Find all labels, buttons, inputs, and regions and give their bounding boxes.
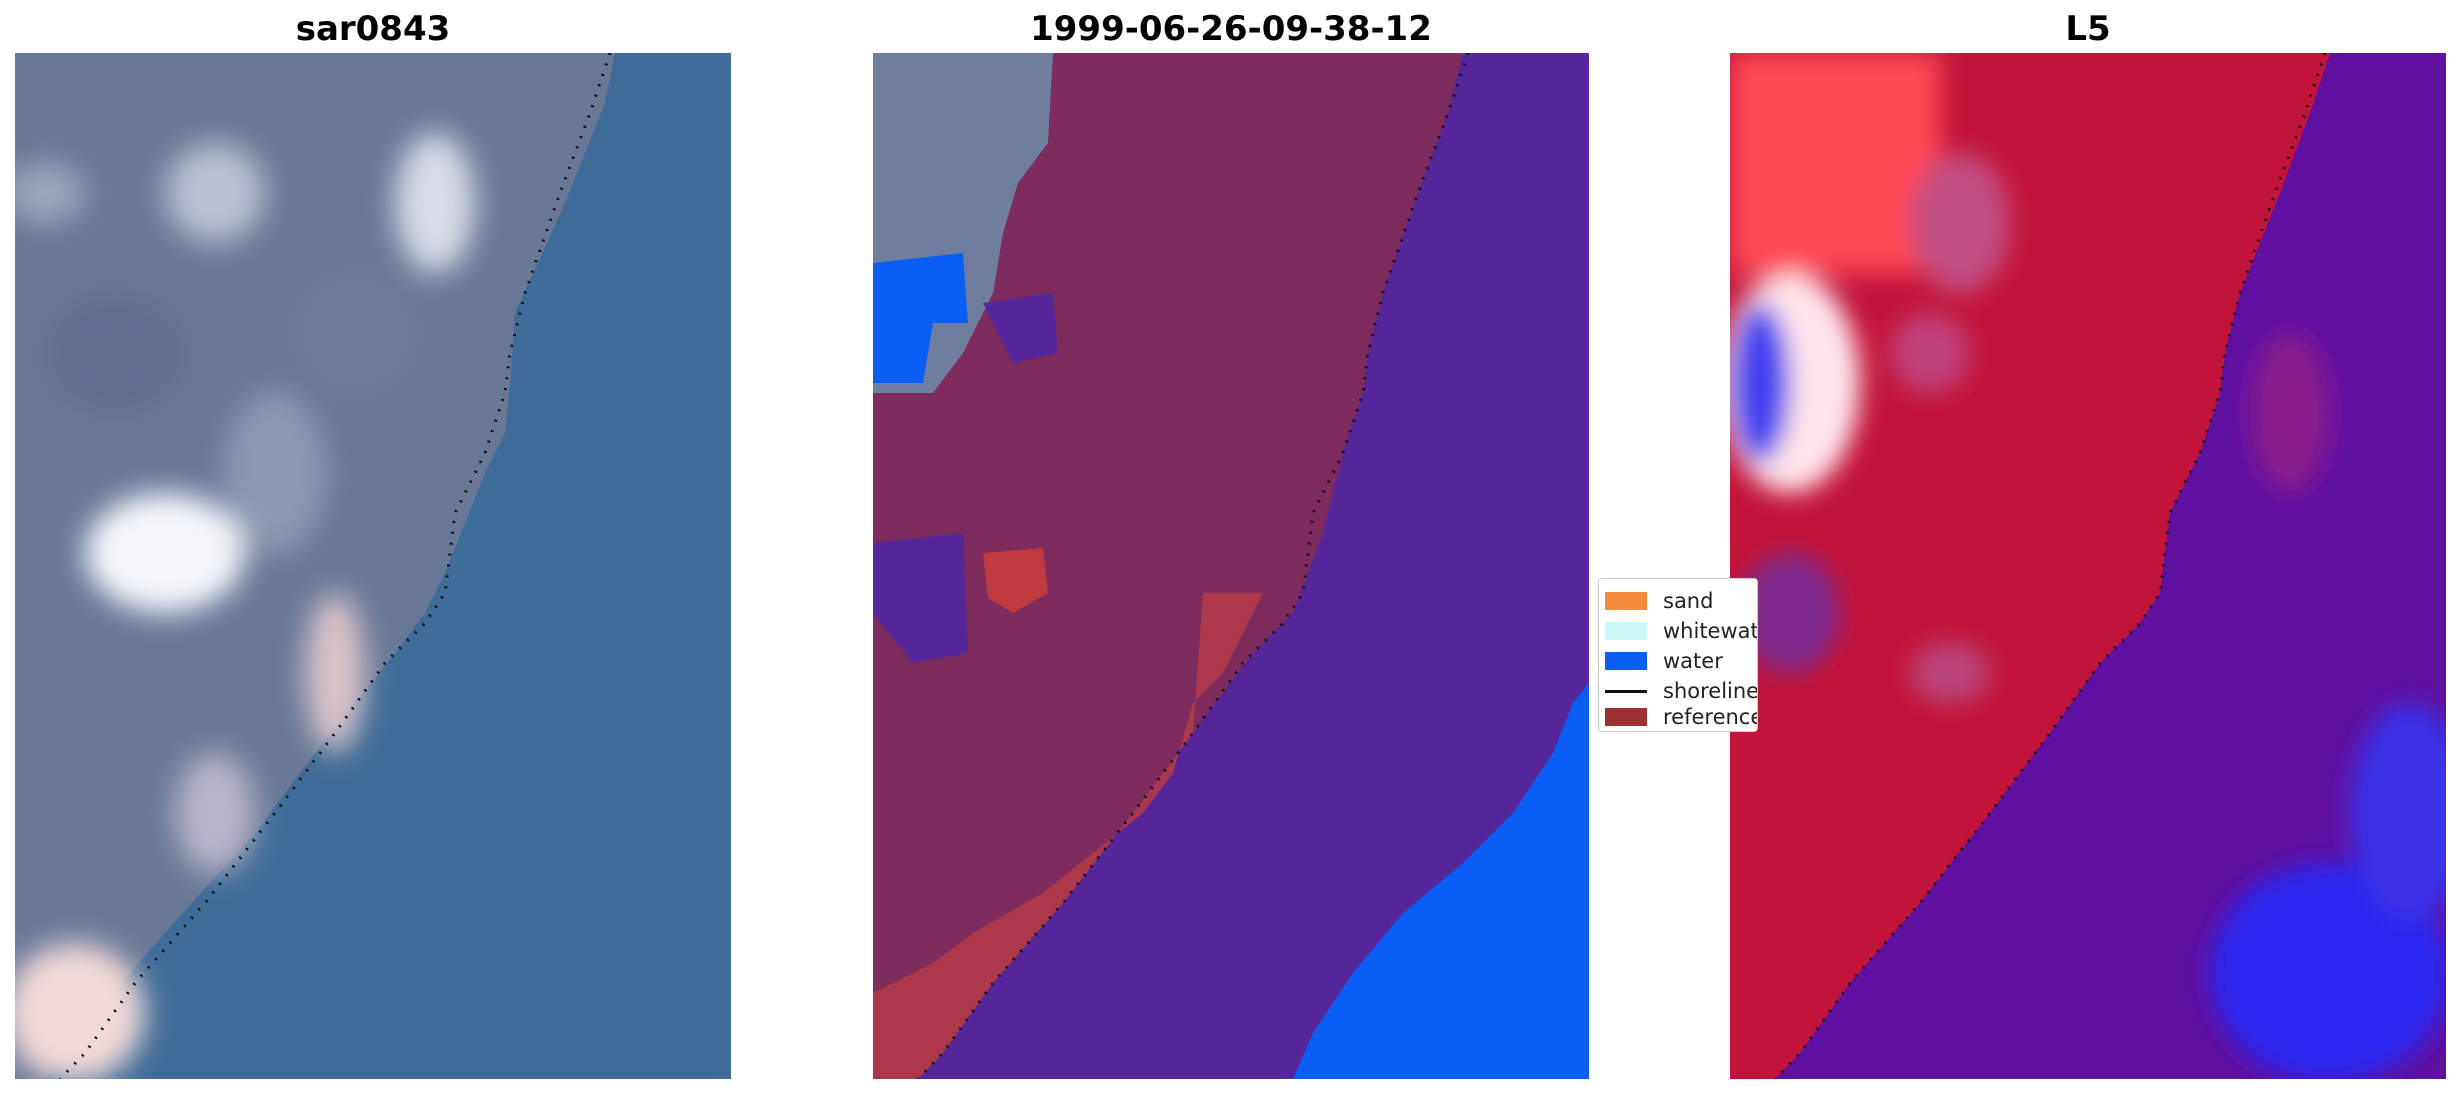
rgb-satellite-image (15, 53, 731, 1079)
legend: sand whitewater water shoreline referenc… (1598, 578, 1758, 732)
legend-item-whitewater: whitewater (1605, 617, 1758, 645)
reference-region (983, 548, 1048, 613)
legend-label: sand (1663, 589, 1714, 613)
legend-item-sand: sand (1605, 587, 1713, 615)
shoreline-line-swatch (1605, 689, 1647, 693)
water-swatch (1605, 652, 1647, 670)
panel-title-classified: 1999-06-26-09-38-12 (1030, 9, 1432, 49)
whitewater-swatch (1605, 622, 1647, 640)
water-region (873, 253, 968, 383)
legend-label: reference (1663, 705, 1758, 729)
classified-image-panel (873, 53, 1589, 1079)
sand-swatch (1605, 592, 1647, 610)
legend-label: whitewater (1663, 619, 1758, 643)
legend-item-shoreline: shoreline (1605, 677, 1758, 705)
classified-image (873, 53, 1589, 1079)
index-image (1730, 53, 2446, 1079)
legend-label: shoreline (1663, 679, 1758, 703)
legend-item-water: water (1605, 647, 1723, 675)
legend-item-reference: reference (1605, 703, 1758, 731)
index-image-panel (1730, 53, 2446, 1079)
panel-title-rgb: sar0843 (295, 9, 451, 49)
rgb-image-panel (15, 53, 731, 1079)
panel-title-index: L5 (2065, 9, 2111, 49)
reference-swatch (1605, 708, 1647, 726)
legend-label: water (1663, 649, 1723, 673)
